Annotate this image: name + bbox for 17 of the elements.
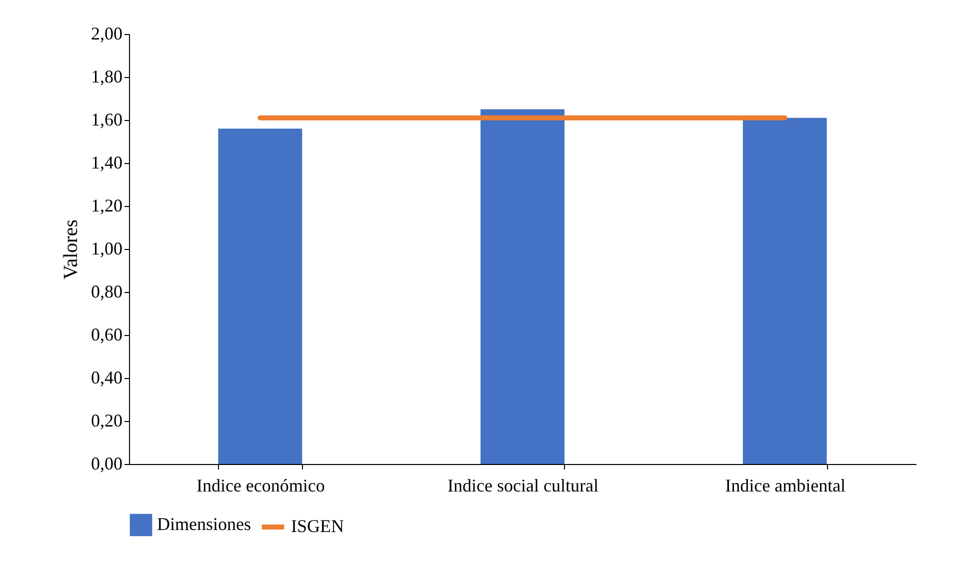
x-tick-label: Indice económico <box>196 476 325 496</box>
y-tick-label: 1,60 <box>91 110 122 130</box>
y-tick-label: 0,80 <box>91 282 122 302</box>
y-tick-label: 0,20 <box>91 410 122 430</box>
y-tick-label: 0,00 <box>91 454 122 474</box>
y-tick-label: 1,40 <box>91 152 122 172</box>
x-tick-label: Indice social cultural <box>448 476 598 496</box>
legend-label: Dimensiones <box>157 514 251 534</box>
y-tick-label: 0,40 <box>91 368 122 388</box>
x-tick-label: Indice ambiental <box>725 476 846 496</box>
y-tick-label: 1,00 <box>91 238 122 258</box>
y-tick-label: 1,80 <box>91 66 122 86</box>
y-axis-title: Valores <box>60 219 82 280</box>
y-tick-label: 0,60 <box>91 324 122 344</box>
y-tick-label: 2,00 <box>91 24 122 44</box>
y-tick-label: 1,20 <box>91 196 122 216</box>
legend-label: ISGEN <box>291 516 344 536</box>
